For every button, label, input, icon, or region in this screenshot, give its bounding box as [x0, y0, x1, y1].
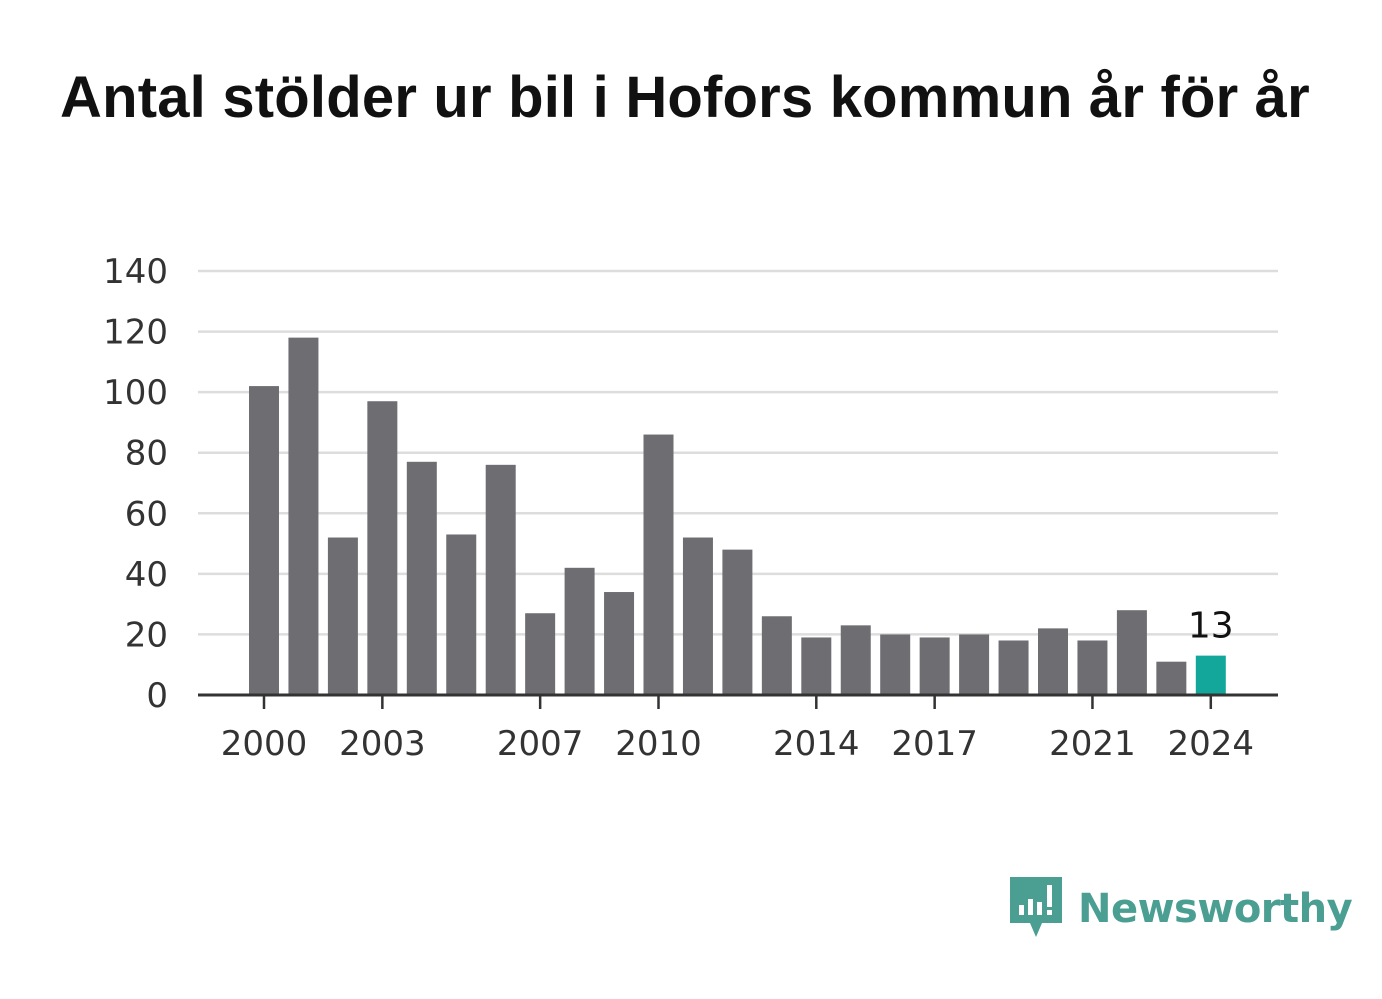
labels: 0 20 40 60 80 100 120 140 2000 2003 2007 2010 2014 20…: [103, 252, 1254, 764]
bar: [1038, 628, 1068, 695]
x-tick-label: 2000: [221, 724, 308, 764]
x-tick-label: 2010: [615, 724, 702, 764]
bar: [406, 461, 437, 695]
bar: [604, 592, 635, 695]
bar: [1077, 640, 1108, 695]
bar: [998, 640, 1029, 695]
bar: [643, 434, 674, 695]
x-tick-label: 2021: [1049, 724, 1136, 764]
bar: [1116, 610, 1147, 695]
y-tick-label: 40: [125, 555, 168, 595]
x-tick-label: 2024: [1168, 724, 1255, 764]
x-tick-label: 2014: [773, 724, 860, 764]
y-tick-label: 0: [146, 676, 168, 716]
newsworthy-logo: Newsworthy: [1010, 877, 1353, 941]
x-tick-label: 2007: [497, 724, 584, 764]
x-tick-label: 2017: [891, 724, 978, 764]
bar: [564, 567, 595, 695]
y-tick-label: 120: [103, 313, 168, 353]
bar: [722, 549, 753, 695]
bar: [761, 616, 792, 695]
bar: [525, 613, 556, 695]
bar-highlight: [1195, 655, 1226, 695]
data-label-highlight: 13: [1188, 606, 1234, 647]
y-tick-label: 100: [103, 373, 168, 413]
y-tick-label: 80: [125, 434, 168, 474]
bar: [1156, 661, 1187, 695]
bar: [327, 537, 358, 695]
bar: [959, 634, 990, 695]
x-tick-label: 2003: [339, 724, 426, 764]
bar: [288, 337, 319, 695]
bar: [919, 637, 950, 695]
brand-name: Newsworthy: [1078, 886, 1353, 932]
bar: [367, 401, 398, 695]
bar: [249, 386, 279, 695]
bar: [880, 634, 911, 695]
x-axis: [198, 693, 1278, 709]
y-tick-label: 20: [125, 615, 168, 655]
y-tick-label: 140: [103, 252, 168, 292]
y-tick-label: 60: [125, 494, 168, 534]
bar: [840, 625, 871, 695]
bar: [682, 537, 713, 695]
bar: [446, 534, 477, 695]
bars: [249, 337, 1226, 695]
newsworthy-logo-icon: [1010, 877, 1062, 937]
bar: [801, 637, 832, 695]
chart-title: Antal stölder ur bil i Hofors kommun år …: [60, 65, 1310, 130]
bar: [485, 464, 516, 695]
